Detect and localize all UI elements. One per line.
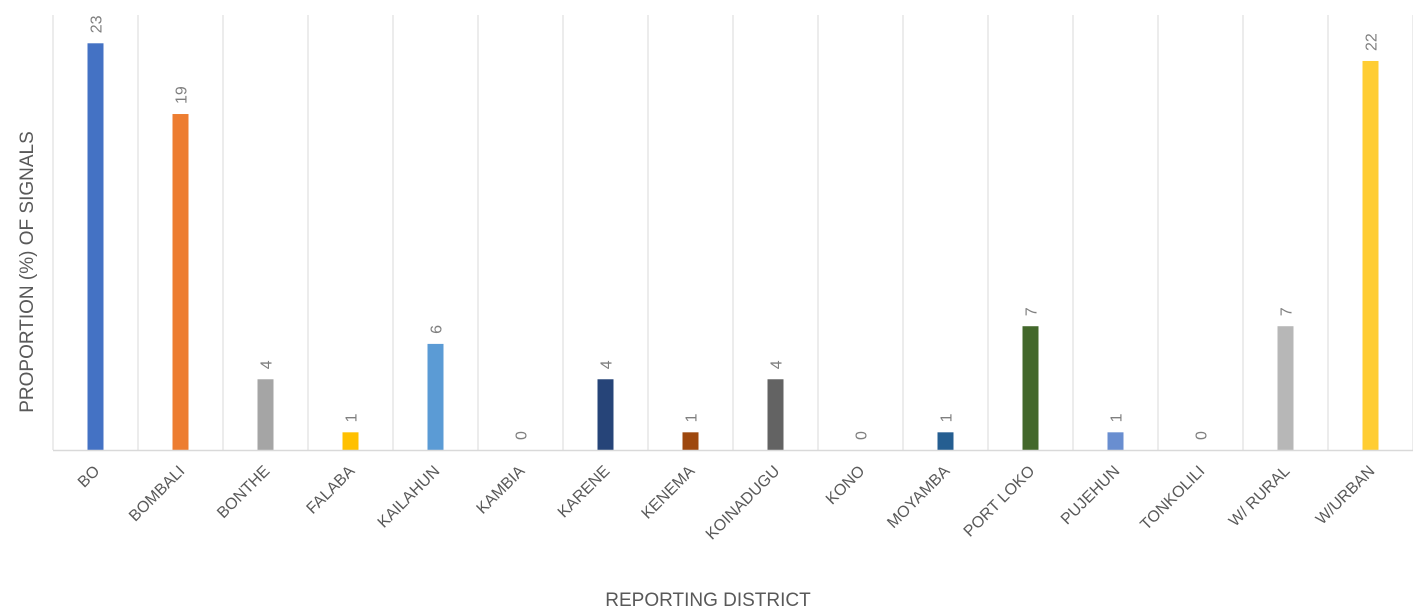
data-label: 7: [1024, 307, 1041, 316]
x-tick-label: BONTHE: [214, 463, 273, 522]
x-tick-label: FALABA: [304, 463, 359, 518]
bar: [342, 432, 359, 450]
data-label: 1: [344, 413, 361, 422]
data-label: 22: [1364, 33, 1381, 51]
data-label: 0: [514, 431, 531, 440]
x-tick-label: KOINADUGU: [703, 463, 784, 544]
data-label: 4: [259, 360, 276, 369]
x-tick-label: PUJEHUN: [1058, 463, 1123, 528]
x-tick-label: TONKOLILI: [1137, 463, 1208, 534]
bars: [87, 43, 1379, 451]
bar: [1107, 432, 1124, 450]
x-tick-label: KARENE: [555, 463, 614, 522]
x-tick-label: KAILAHUN: [375, 463, 444, 532]
data-labels: 23 19 4 1 6 0 4 1 4 0 1 7 1 0 7 22: [89, 15, 1381, 440]
bar: [597, 379, 614, 450]
data-label: 6: [429, 325, 446, 334]
data-label: 1: [939, 413, 956, 422]
data-label: 0: [854, 431, 871, 440]
x-tick-label: KAMBIA: [474, 463, 529, 518]
bar: [767, 379, 784, 450]
bar: [87, 43, 104, 450]
data-label: 1: [684, 413, 701, 422]
bar: [172, 114, 189, 451]
data-label: 4: [599, 360, 616, 369]
x-tick-label: KONO: [823, 463, 868, 508]
data-label: 0: [1194, 431, 1211, 440]
data-label: 7: [1279, 307, 1296, 316]
y-axis-label: PROPORTION (%) OF SIGNALS: [17, 131, 38, 413]
data-label: 23: [89, 15, 106, 33]
bar: [427, 343, 444, 450]
data-label: 19: [174, 86, 191, 104]
x-tick-label: KENEMA: [639, 463, 699, 523]
gridlines: [52, 15, 1413, 450]
x-tick-label: MOYAMBA: [884, 463, 953, 532]
bar: [1277, 326, 1294, 450]
bar: [1362, 60, 1379, 450]
bar: [257, 379, 274, 450]
x-tick-label: BOMBALI: [126, 463, 188, 525]
x-tick-labels: BO BOMBALI BONTHE FALABA KAILAHUN KAMBIA KAREN…: [75, 463, 1378, 544]
bar: [937, 432, 954, 450]
x-tick-label: W/ RURAL: [1226, 463, 1293, 530]
x-tick-label: BO: [75, 463, 103, 491]
data-label: 1: [1109, 413, 1126, 422]
x-tick-label: PORT LOKO: [961, 463, 1039, 541]
bar: [1022, 326, 1039, 450]
x-axis-label: REPORTING DISTRICT: [605, 590, 811, 609]
bar: [682, 432, 699, 450]
data-label: 4: [769, 360, 786, 369]
x-tick-label: W/URBAN: [1313, 463, 1378, 528]
